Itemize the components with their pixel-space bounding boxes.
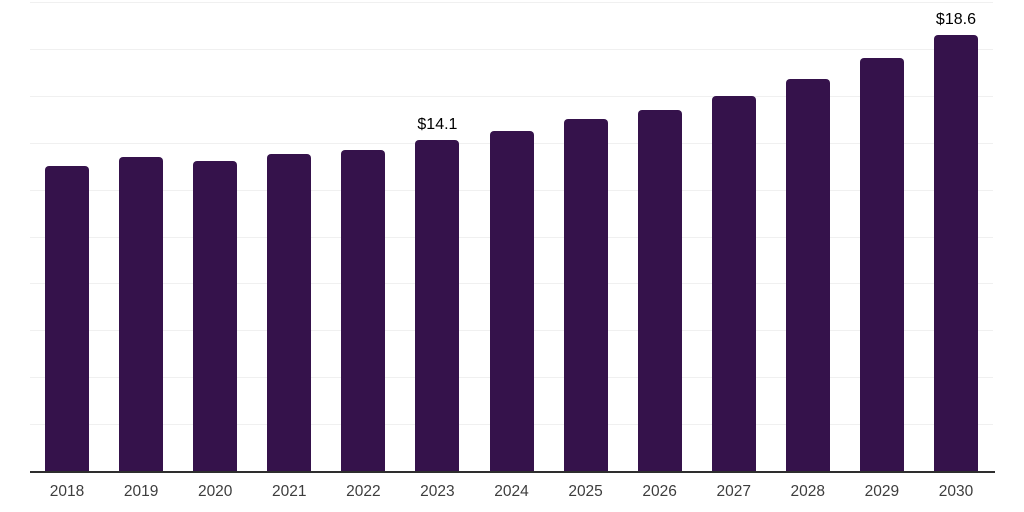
- x-tick-label-2021: 2021: [272, 483, 307, 500]
- x-tick-label-2025: 2025: [568, 483, 603, 500]
- x-tick-label-2024: 2024: [494, 483, 529, 500]
- bar-2020: [193, 161, 238, 471]
- chart-plot-area: $14.1 $18.6: [30, 2, 995, 473]
- x-tick-label-2019: 2019: [123, 483, 159, 500]
- bar-2029: [859, 58, 904, 471]
- x-tick-label-2030: 2030: [938, 483, 974, 500]
- x-tick-label-2018: 2018: [49, 483, 85, 500]
- bar-2030: [933, 34, 978, 471]
- bar-2023: [415, 140, 460, 471]
- x-axis-line: [30, 471, 995, 473]
- bar-2021: [267, 154, 312, 471]
- gridline-16: [30, 95, 993, 97]
- bar-2025: [563, 119, 608, 471]
- x-tick-label-2026: 2026: [642, 483, 677, 500]
- x-tick-label-2028: 2028: [790, 483, 826, 500]
- x-tick-label-2029: 2029: [864, 483, 900, 500]
- gridline-18: [30, 48, 993, 50]
- data-label-2023: $14.1: [417, 116, 458, 134]
- x-axis-labels: 2018 2019 2020 2021 2022 2023 2024 2025 2026 2027…: [30, 483, 993, 505]
- bar-2018: [45, 166, 90, 471]
- bar-2027: [711, 95, 756, 471]
- x-tick-label-2020: 2020: [197, 483, 233, 500]
- bar-2028: [785, 79, 830, 471]
- x-tick-label-2022: 2022: [346, 483, 381, 500]
- bar-2024: [489, 130, 534, 471]
- bar-2022: [341, 149, 386, 471]
- bar-2019: [119, 156, 164, 471]
- bar-2026: [637, 109, 682, 471]
- data-label-2030: $18.6: [935, 10, 976, 28]
- gridline-20: [30, 2, 993, 3]
- x-tick-label-2027: 2027: [716, 483, 751, 500]
- x-tick-label-2023: 2023: [420, 483, 455, 500]
